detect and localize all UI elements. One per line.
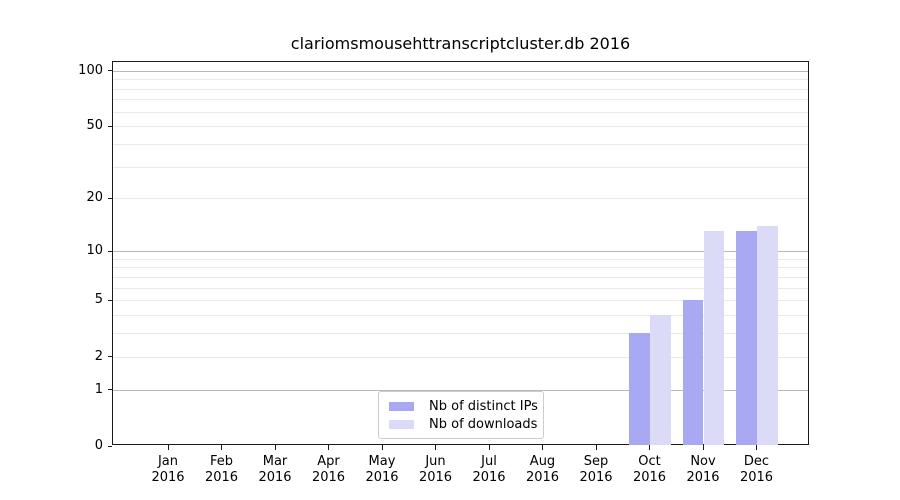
x-tick-label: Nov 2016 (675, 454, 731, 486)
x-tick (595, 445, 597, 450)
x-tick-label: Apr 2016 (301, 454, 357, 486)
y-tick-label: 20 (86, 190, 103, 206)
bar-distinct-ips (629, 333, 650, 445)
minor-gridline (113, 111, 808, 113)
minor-gridline (113, 144, 808, 146)
y-tick-label: 0 (94, 438, 103, 453)
x-tick (756, 445, 757, 450)
legend-label-distinct-ips: Nb of distinct IPs (429, 398, 538, 414)
month-label: Mar (262, 454, 288, 469)
year-label: 2016 (525, 470, 560, 485)
bar-downloads (650, 315, 671, 445)
y-tick-label: 10 (86, 243, 103, 259)
month-label: Aug (529, 454, 556, 469)
x-tick (649, 445, 650, 450)
x-tick (167, 445, 169, 450)
legend: Nb of distinct IPs Nb of downloads (378, 391, 544, 439)
year-label: 2016 (472, 470, 506, 485)
month-label: May (368, 454, 396, 469)
minor-gridline (113, 276, 808, 278)
month-label: Sep (583, 454, 609, 469)
y-tick-label: 2 (94, 348, 103, 364)
year-label: 2016 (258, 470, 292, 485)
y-tick (108, 356, 112, 358)
month-label: Oct (638, 454, 661, 469)
year-label: 2016 (739, 470, 774, 485)
minor-gridline (113, 300, 808, 302)
month-label: Feb (209, 454, 234, 469)
y-tick (108, 70, 112, 72)
x-tick (221, 445, 222, 450)
y-tick (108, 445, 112, 447)
x-tick-label: Dec 2016 (729, 454, 785, 486)
year-label: 2016 (365, 470, 399, 485)
year-label: 2016 (418, 470, 453, 485)
y-tick-label: 100 (78, 62, 103, 78)
distinct-ips-swatch (389, 401, 414, 411)
year-label: 2016 (204, 470, 239, 485)
month-label: Jul (481, 454, 497, 469)
x-tick-label: Jun 2016 (408, 454, 464, 486)
bar-distinct-ips (682, 300, 703, 445)
y-tick (108, 389, 112, 391)
minor-gridline (113, 315, 808, 317)
legend-label-downloads: Nb of downloads (429, 416, 538, 432)
x-tick (274, 445, 276, 450)
minor-gridline (113, 126, 808, 128)
x-tick-label: Feb 2016 (194, 454, 250, 486)
minor-gridline (113, 88, 808, 90)
year-label: 2016 (151, 470, 185, 485)
minor-gridline (113, 267, 808, 269)
x-tick (381, 445, 383, 450)
y-tick-label: 50 (86, 118, 103, 134)
x-tick-label: Mar 2016 (247, 454, 303, 486)
year-label: 2016 (632, 470, 667, 485)
x-tick (702, 445, 704, 450)
month-label: Nov (690, 454, 716, 469)
legend-row: Nb of downloads (385, 415, 538, 433)
minor-gridline (113, 166, 808, 168)
y-tick (108, 250, 112, 252)
bar-distinct-ips (736, 231, 757, 445)
minor-gridline (113, 356, 808, 358)
y-tick-label: 1 (94, 381, 103, 397)
x-tick-label: Jul 2016 (461, 454, 517, 486)
minor-gridline (113, 79, 808, 81)
y-tick-label: 5 (94, 292, 103, 308)
minor-gridline (113, 333, 808, 335)
x-tick (488, 445, 490, 450)
x-tick-label: May 2016 (354, 454, 410, 486)
minor-gridline (113, 198, 808, 200)
x-tick-label: Aug 2016 (515, 454, 571, 486)
month-label: Jun (425, 454, 446, 469)
downloads-swatch (389, 419, 414, 429)
month-label: Jan (157, 454, 179, 469)
minor-gridline (113, 99, 808, 101)
chart-title: clariomsmousehttranscriptcluster.db 2016 (290, 34, 631, 53)
y-tick (108, 299, 112, 301)
bar-downloads (757, 225, 778, 445)
major-gridline (113, 70, 808, 72)
month-label: Dec (743, 454, 770, 469)
x-tick-label: Oct 2016 (622, 454, 678, 486)
x-tick (328, 445, 329, 450)
year-label: 2016 (579, 470, 613, 485)
x-tick (542, 445, 543, 450)
minor-gridline (113, 258, 808, 260)
month-label: Apr (317, 454, 340, 469)
y-tick (108, 125, 112, 127)
major-gridline (113, 389, 808, 391)
legend-row: Nb of distinct IPs (385, 397, 538, 415)
bar-downloads (703, 231, 724, 445)
year-label: 2016 (311, 470, 346, 485)
x-tick (435, 445, 436, 450)
y-tick (108, 197, 112, 199)
x-tick-label: Sep 2016 (568, 454, 624, 486)
plot-area: 0 1 2 5 10 20 50 100 Jan 2016 Feb 2016 Mar 2016 Apr 201… (78, 61, 809, 485)
minor-gridline (113, 287, 808, 289)
major-gridline (113, 251, 808, 253)
x-tick-label: Jan 2016 (140, 454, 196, 486)
year-label: 2016 (686, 470, 720, 485)
